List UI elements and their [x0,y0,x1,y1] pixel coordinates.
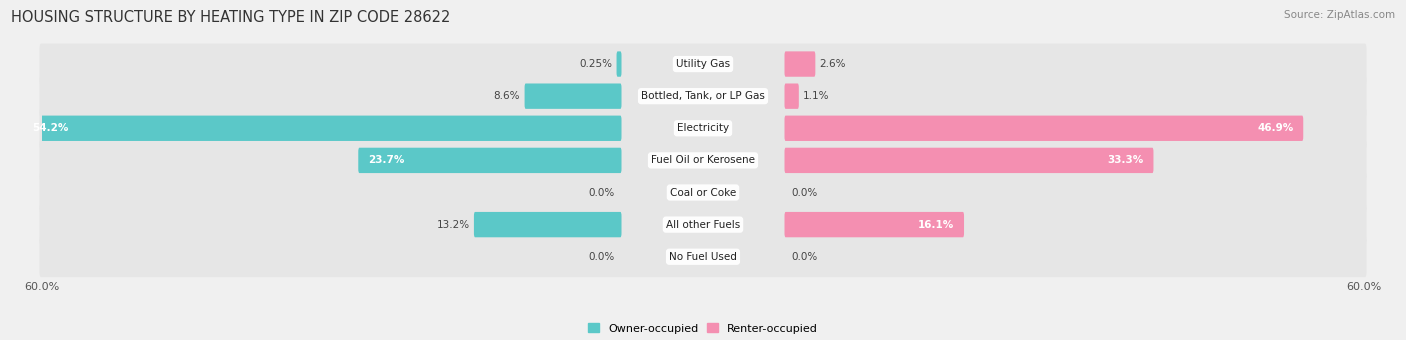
Text: No Fuel Used: No Fuel Used [669,252,737,262]
Text: 0.0%: 0.0% [792,187,817,198]
FancyBboxPatch shape [359,148,621,173]
Text: 54.2%: 54.2% [32,123,69,133]
Text: 23.7%: 23.7% [368,155,405,165]
Text: 33.3%: 33.3% [1108,155,1143,165]
FancyBboxPatch shape [785,148,1153,173]
Text: HOUSING STRUCTURE BY HEATING TYPE IN ZIP CODE 28622: HOUSING STRUCTURE BY HEATING TYPE IN ZIP… [11,10,450,25]
Text: All other Fuels: All other Fuels [666,220,740,230]
Text: 0.25%: 0.25% [579,59,612,69]
Text: Fuel Oil or Kerosene: Fuel Oil or Kerosene [651,155,755,165]
Text: 0.0%: 0.0% [589,187,614,198]
Legend: Owner-occupied, Renter-occupied: Owner-occupied, Renter-occupied [583,319,823,338]
FancyBboxPatch shape [785,84,799,109]
Text: Bottled, Tank, or LP Gas: Bottled, Tank, or LP Gas [641,91,765,101]
Text: 2.6%: 2.6% [820,59,846,69]
Text: 0.0%: 0.0% [792,252,817,262]
Text: Electricity: Electricity [676,123,730,133]
FancyBboxPatch shape [39,108,1367,149]
Text: 8.6%: 8.6% [494,91,520,101]
FancyBboxPatch shape [785,51,815,77]
Text: 1.1%: 1.1% [803,91,830,101]
FancyBboxPatch shape [39,76,1367,117]
FancyBboxPatch shape [617,51,621,77]
FancyBboxPatch shape [39,172,1367,213]
FancyBboxPatch shape [524,84,621,109]
Text: Source: ZipAtlas.com: Source: ZipAtlas.com [1284,10,1395,20]
FancyBboxPatch shape [39,140,1367,181]
FancyBboxPatch shape [474,212,621,237]
FancyBboxPatch shape [39,44,1367,85]
FancyBboxPatch shape [785,116,1303,141]
Text: Coal or Coke: Coal or Coke [669,187,737,198]
Text: Utility Gas: Utility Gas [676,59,730,69]
FancyBboxPatch shape [39,236,1367,277]
Text: 0.0%: 0.0% [589,252,614,262]
FancyBboxPatch shape [785,212,965,237]
Text: 46.9%: 46.9% [1257,123,1294,133]
FancyBboxPatch shape [22,116,621,141]
Text: 16.1%: 16.1% [918,220,955,230]
Text: 13.2%: 13.2% [436,220,470,230]
FancyBboxPatch shape [39,204,1367,245]
